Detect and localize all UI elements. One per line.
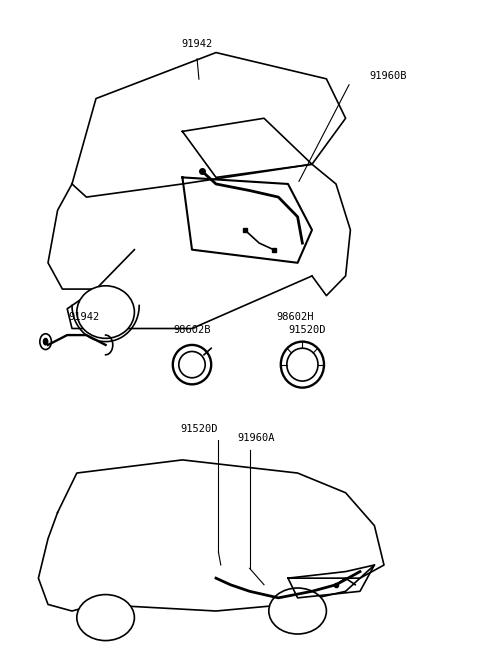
Text: 91960A: 91960A <box>238 434 275 443</box>
Text: 91960B: 91960B <box>370 70 407 81</box>
Text: 98602H: 98602H <box>276 312 314 322</box>
Circle shape <box>43 338 48 346</box>
Ellipse shape <box>77 286 134 338</box>
Text: 98602B: 98602B <box>173 325 211 335</box>
Text: 91520D: 91520D <box>288 325 326 335</box>
Text: 91942: 91942 <box>181 39 213 49</box>
Ellipse shape <box>269 588 326 634</box>
Text: 91942: 91942 <box>68 312 100 322</box>
Text: 91520D: 91520D <box>180 424 218 434</box>
Ellipse shape <box>77 595 134 641</box>
